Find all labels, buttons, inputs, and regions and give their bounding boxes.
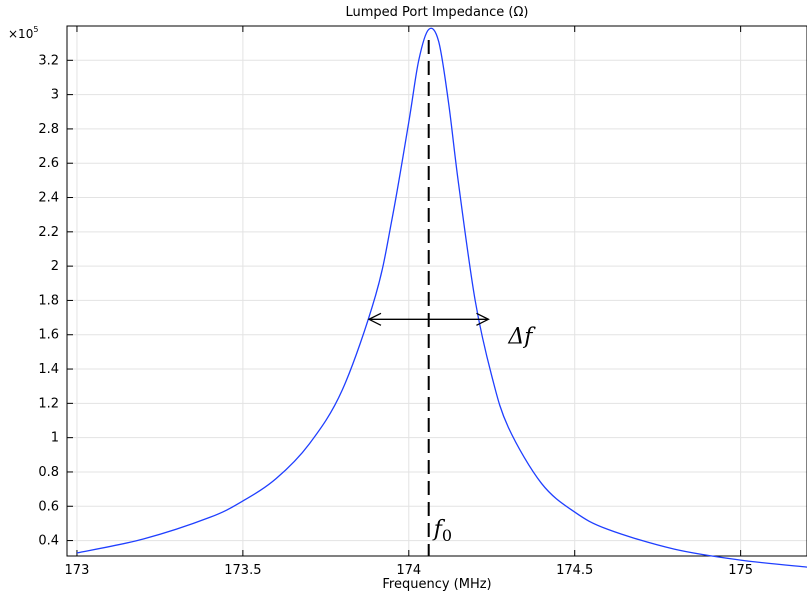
y-multiplier: ×105 <box>8 25 38 41</box>
x-tick-label: 174.5 <box>556 563 593 578</box>
y-tick-label: 1 <box>51 431 59 446</box>
y-tick-label: 2.2 <box>38 225 59 240</box>
grid <box>67 26 807 556</box>
y-tick-label: 0.6 <box>38 499 59 514</box>
y-tick-label: 1.6 <box>38 328 59 343</box>
delta-f-arrowhead-left <box>367 312 382 326</box>
x-tick-label: 175 <box>728 563 753 578</box>
y-tick-label: 3 <box>51 88 59 103</box>
plot-frame <box>66 25 807 557</box>
y-tick-label: 3.2 <box>38 53 59 68</box>
x-tick-labels: 173 173.5 174 174.5 175 <box>65 563 754 578</box>
x-axis-title: Frequency (MHz) <box>382 577 491 592</box>
y-tick-labels: 0.4 0.6 0.8 1 1.2 1.4 1.6 1.8 2 2.2 2.4 2.6 2.8 3 3.2 <box>38 53 59 548</box>
delta-f-label: Δf <box>507 324 536 349</box>
x-tick-label: 174 <box>396 563 421 578</box>
y-tick-label: 0.4 <box>38 534 59 549</box>
y-tick-label: 1.8 <box>38 293 59 308</box>
y-tick-label: 2.8 <box>38 122 59 137</box>
y-tick-label: 1.4 <box>38 362 59 377</box>
series-group <box>76 27 807 568</box>
y-tick-label: 2.6 <box>38 156 59 171</box>
axis-ticks <box>67 26 742 556</box>
y-tick-label: 2.4 <box>38 191 59 206</box>
impedance-curve <box>76 27 807 568</box>
y-tick-label: 2 <box>51 259 59 274</box>
chart-title: Lumped Port Impedance (Ω) <box>345 5 528 20</box>
f0-label: f0 <box>432 517 452 545</box>
y-tick-label: 0.8 <box>38 465 59 480</box>
delta-f-arrowhead-right <box>476 312 490 326</box>
y-tick-label: 1.2 <box>38 396 59 411</box>
x-tick-label: 173 <box>65 563 90 578</box>
annotations: Δf f0 <box>367 40 536 556</box>
x-tick-label: 173.5 <box>224 563 261 578</box>
